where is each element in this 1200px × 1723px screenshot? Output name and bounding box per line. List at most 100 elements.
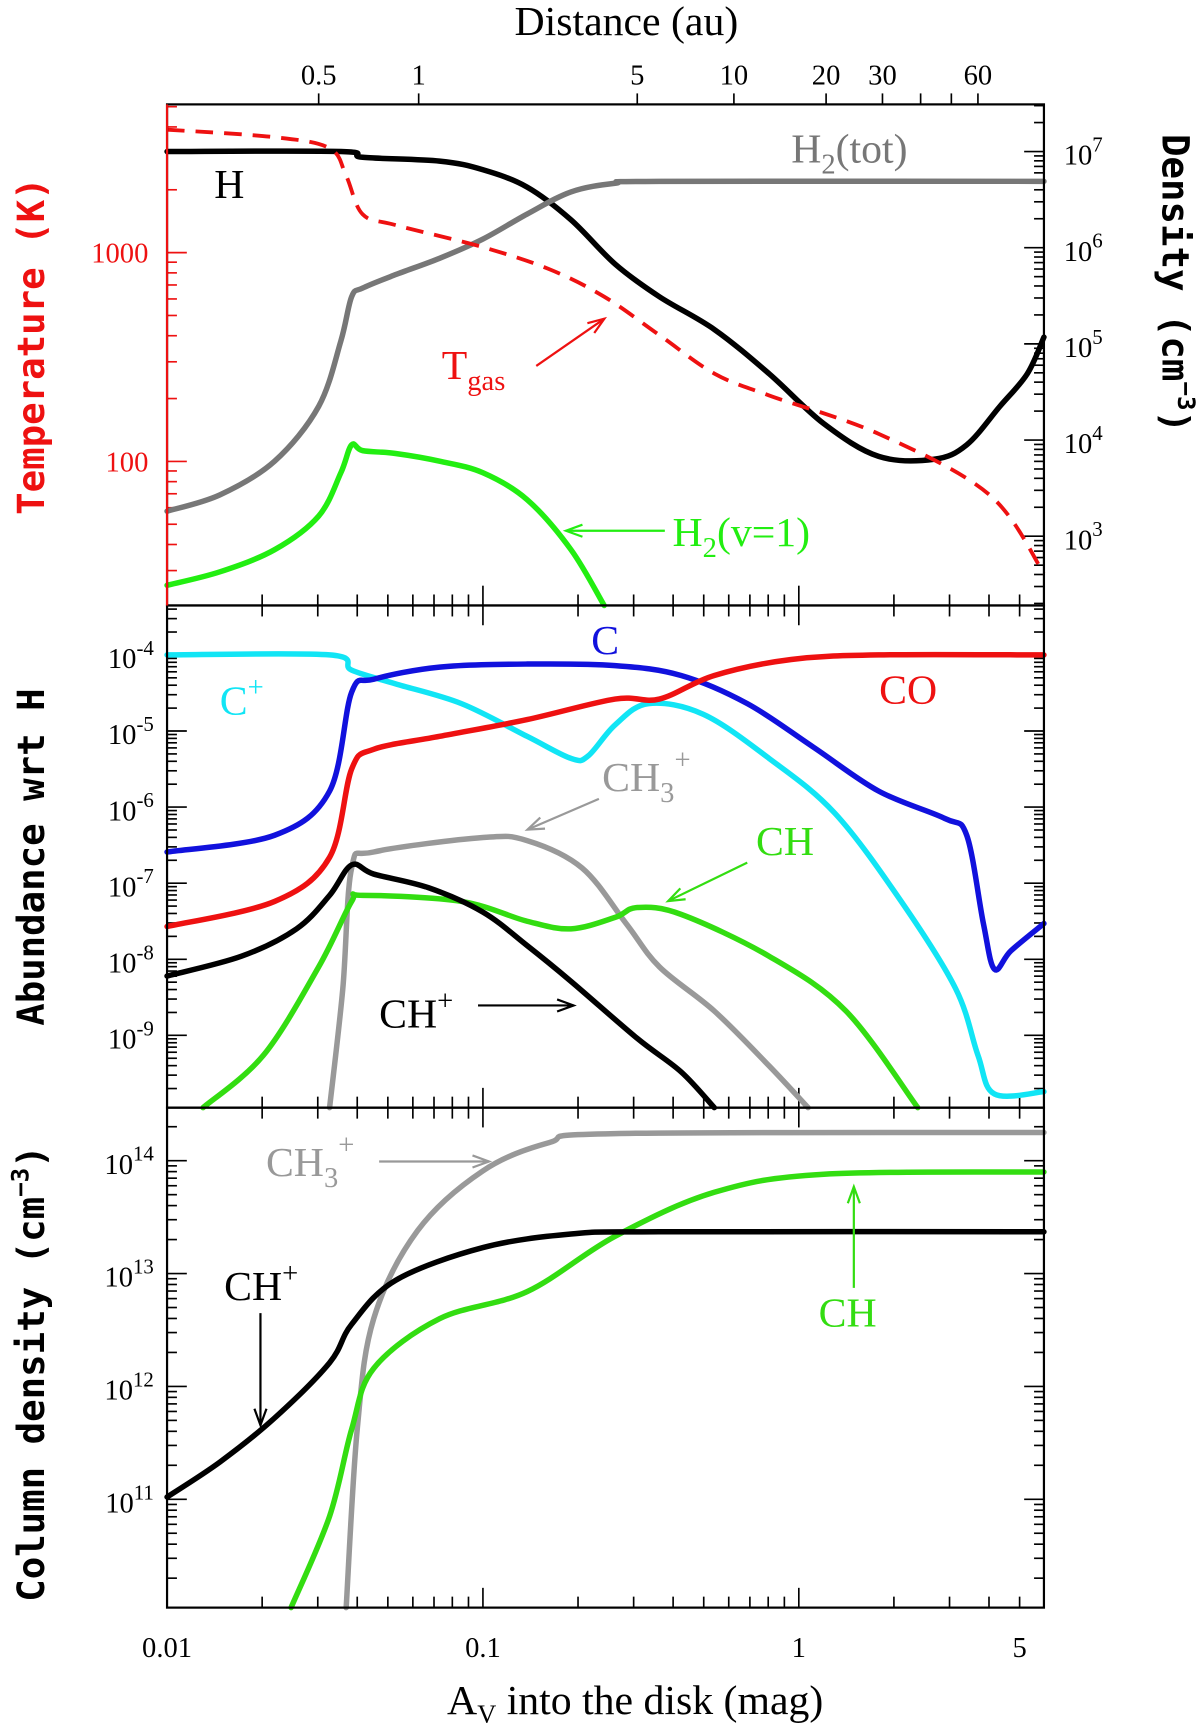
label-Tgas: Tgas [442, 343, 506, 397]
density-title-main: Density (cm [1154, 134, 1198, 381]
label-H: H [214, 162, 244, 208]
label-CH3-plus-bottom-main: CH [266, 1140, 324, 1186]
label-H2-tot-main: H [791, 127, 821, 173]
y-tick-label-exponent: 11 [134, 1480, 154, 1504]
y-tick-label-base: 10 [104, 1376, 133, 1407]
series-ch--line [164, 1228, 1047, 1500]
y-tick-label-base: 10 [1064, 525, 1093, 556]
y-tick-label: 106 [1064, 229, 1103, 268]
temperature-axis-title: Temperature (K) [9, 177, 53, 514]
y-tick-label-exponent: 12 [133, 1367, 154, 1391]
y-tick-label-base: 10 [104, 1263, 133, 1294]
label-CH3-plus-middle-sub: 3 [660, 778, 674, 809]
label-C: C [591, 618, 619, 664]
label-Tgas-main: T [442, 343, 468, 389]
column-density-axis-title: Column density (cm−3) [7, 1145, 53, 1601]
y-tick-label-base: 10 [108, 796, 137, 827]
av-title-main: A [447, 1678, 477, 1723]
h2v1-arrow-head [562, 523, 583, 538]
label-CO: CO [879, 667, 937, 713]
panel-bottom-frame [165, 1106, 1046, 1609]
coldens-title-exponent: −3 [7, 1168, 35, 1197]
ch3plus-arrow-middle [527, 797, 600, 831]
series-h-line [164, 148, 1047, 464]
y-tick-label-exponent: 3 [1092, 517, 1102, 541]
label-H2-v1-sub: 2 [703, 533, 717, 564]
temperature-tick-label: 1000 [91, 239, 148, 270]
y-tick-label: 10-8 [108, 940, 154, 979]
label-H2-tot-rest: (tot) [836, 127, 908, 173]
series-ch-line [288, 1169, 1047, 1611]
axis-ticks [166, 93, 1044, 1608]
distance-tick-label: 10 [720, 61, 749, 92]
y-tick-label-base: 10 [108, 720, 137, 751]
curves [164, 127, 1047, 1611]
ch3plus-arrow-middle-head [524, 816, 546, 831]
y-tick-label-base: 10 [108, 1025, 137, 1056]
y-tick-label-base: 10 [108, 872, 137, 903]
y-tick-label-exponent: -6 [136, 788, 153, 812]
y-tick-label: 105 [1064, 325, 1103, 364]
av-title-rest: into the disk (mag) [496, 1678, 823, 1723]
y-tick-label: 1012 [104, 1367, 153, 1406]
series-h2-v-1--line [164, 441, 607, 609]
label-H2-v1-main: H [673, 510, 703, 556]
distance-tick-label: 60 [964, 61, 993, 92]
y-tick-label-exponent: -9 [136, 1016, 153, 1040]
ch-arrow-bottom-head [846, 1183, 861, 1204]
label-H2-v1-rest: (v=1) [717, 510, 810, 556]
y-tick-label-exponent: -7 [136, 864, 153, 888]
y-tick-label-base: 10 [108, 644, 137, 675]
coldens-title-main: Column density (cm [9, 1197, 53, 1602]
distance-tick-label: 30 [868, 61, 897, 92]
y-tick-label-base: 10 [1064, 141, 1093, 172]
y-tick-label-exponent: 14 [133, 1142, 154, 1166]
label-CH-plus-middle-sup: + [437, 986, 453, 1017]
y-tick-label-exponent: 6 [1092, 229, 1102, 253]
series-ch3--line [343, 1129, 1047, 1611]
distance-tick-label: 5 [630, 61, 644, 92]
label-H2-tot-sub: 2 [821, 150, 835, 181]
label-CH-plus-bottom-sup: + [282, 1258, 298, 1289]
label-CH-plus-bottom: CH+ [224, 1258, 298, 1310]
tgas-arrow [535, 317, 606, 367]
av-tick-label: 0.1 [465, 1633, 501, 1664]
label-CH-middle: CH [756, 819, 814, 865]
ch-arrow-middle [667, 861, 748, 903]
label-CH3-plus-middle-main: CH [602, 755, 660, 801]
ch-arrow-middle-head [665, 887, 686, 903]
series-c-line [164, 661, 1047, 973]
label-CH3-plus-middle: CH3+ [602, 745, 690, 809]
coldens-title-close: ) [9, 1145, 53, 1167]
label-CH3-plus-bottom: CH3+ [266, 1130, 354, 1194]
av-title-sub: V [477, 1700, 496, 1723]
distance-axis-title: Distance (au) [515, 0, 739, 45]
density-title-close: ) [1154, 411, 1198, 433]
tgas-arrow-head [587, 316, 608, 334]
y-tick-label: 10-4 [108, 636, 155, 675]
label-CH3-plus-bottom-sup: + [338, 1130, 354, 1161]
distance-tick-label: 20 [812, 61, 841, 92]
y-tick-label: 103 [1064, 517, 1103, 556]
y-tick-label-exponent: -4 [136, 636, 154, 660]
y-tick-label-exponent: 4 [1092, 421, 1103, 445]
series-co-line [164, 651, 1047, 930]
y-tick-label-base: 10 [1064, 333, 1093, 364]
distance-tick-label: 0.5 [301, 61, 337, 92]
density-title-exponent: −3 [1172, 381, 1200, 410]
series-ch3--line [326, 833, 811, 1111]
y-tick-label-base: 10 [104, 1150, 133, 1181]
av-tick-label: 1 [792, 1633, 806, 1664]
temperature-tick-label: 100 [106, 447, 149, 478]
label-H2-tot: H2(tot) [791, 127, 907, 181]
ch3plus-arrow-bottom-head [472, 1154, 493, 1169]
y-tick-label-base: 10 [1064, 429, 1093, 460]
label-CH-plus-middle: CH+ [379, 986, 453, 1038]
y-tick-label-exponent: 5 [1092, 325, 1102, 349]
y-tick-label-base: 10 [105, 1488, 134, 1519]
label-C-plus-sup: + [248, 673, 264, 704]
y-tick-label-base: 10 [108, 948, 137, 979]
series-ch--line [164, 861, 718, 1111]
chplus-arrow-middle-head [556, 998, 577, 1013]
